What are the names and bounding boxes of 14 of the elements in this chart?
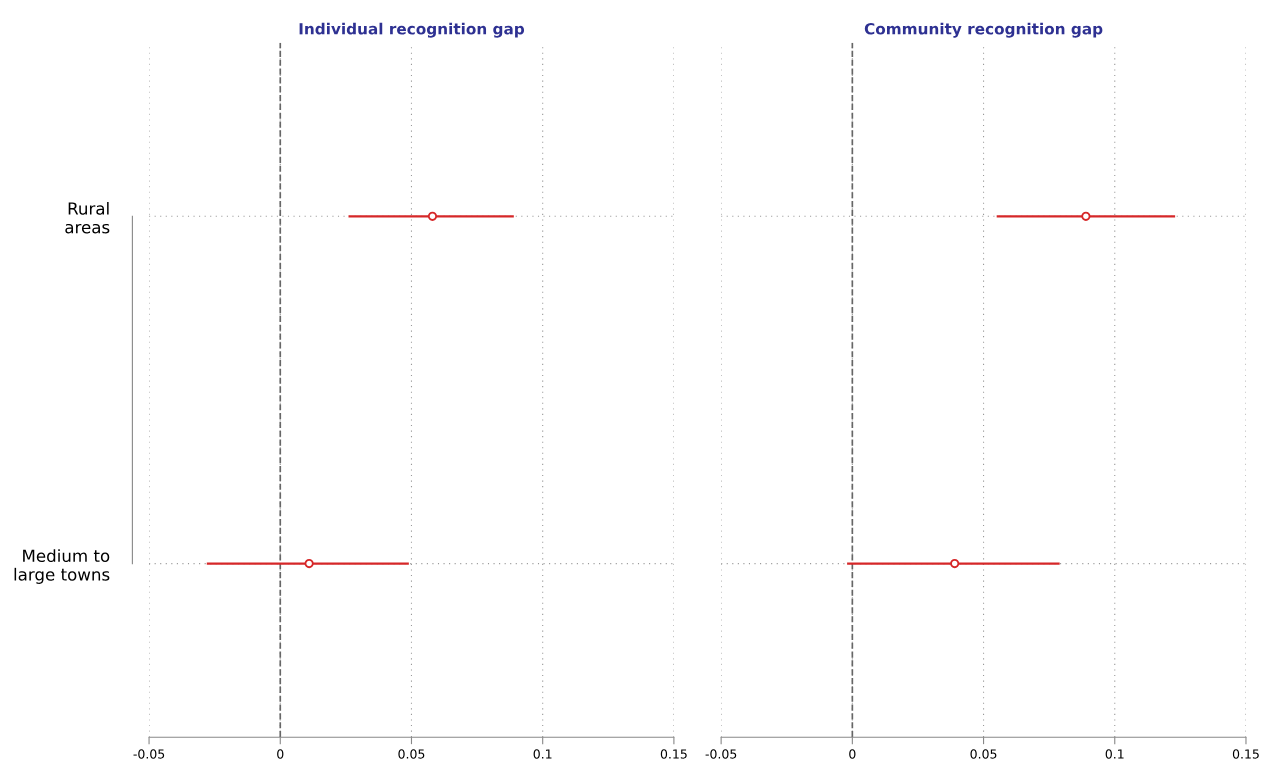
x-tick-label: 0 [849,749,856,759]
x-tick-label: 0.1 [1105,749,1124,759]
chart-title: Community recognition gap [864,22,1103,38]
x-tick-label: 0.1 [533,749,552,759]
y-tick-label: Rural areas [65,201,110,234]
x-tick-label: 0.05 [970,749,997,759]
x-tick-label: 0.15 [1232,749,1259,759]
x-tick-label: 0.05 [398,749,425,759]
x-tick-label: -0.05 [705,749,737,759]
chart-title: Individual recognition gap [299,22,525,38]
x-tick-label: 0.15 [660,749,687,759]
x-tick-label: -0.05 [133,749,165,759]
y-tick-label: Medium to large towns [14,549,110,584]
x-tick-label: 0 [277,749,284,759]
